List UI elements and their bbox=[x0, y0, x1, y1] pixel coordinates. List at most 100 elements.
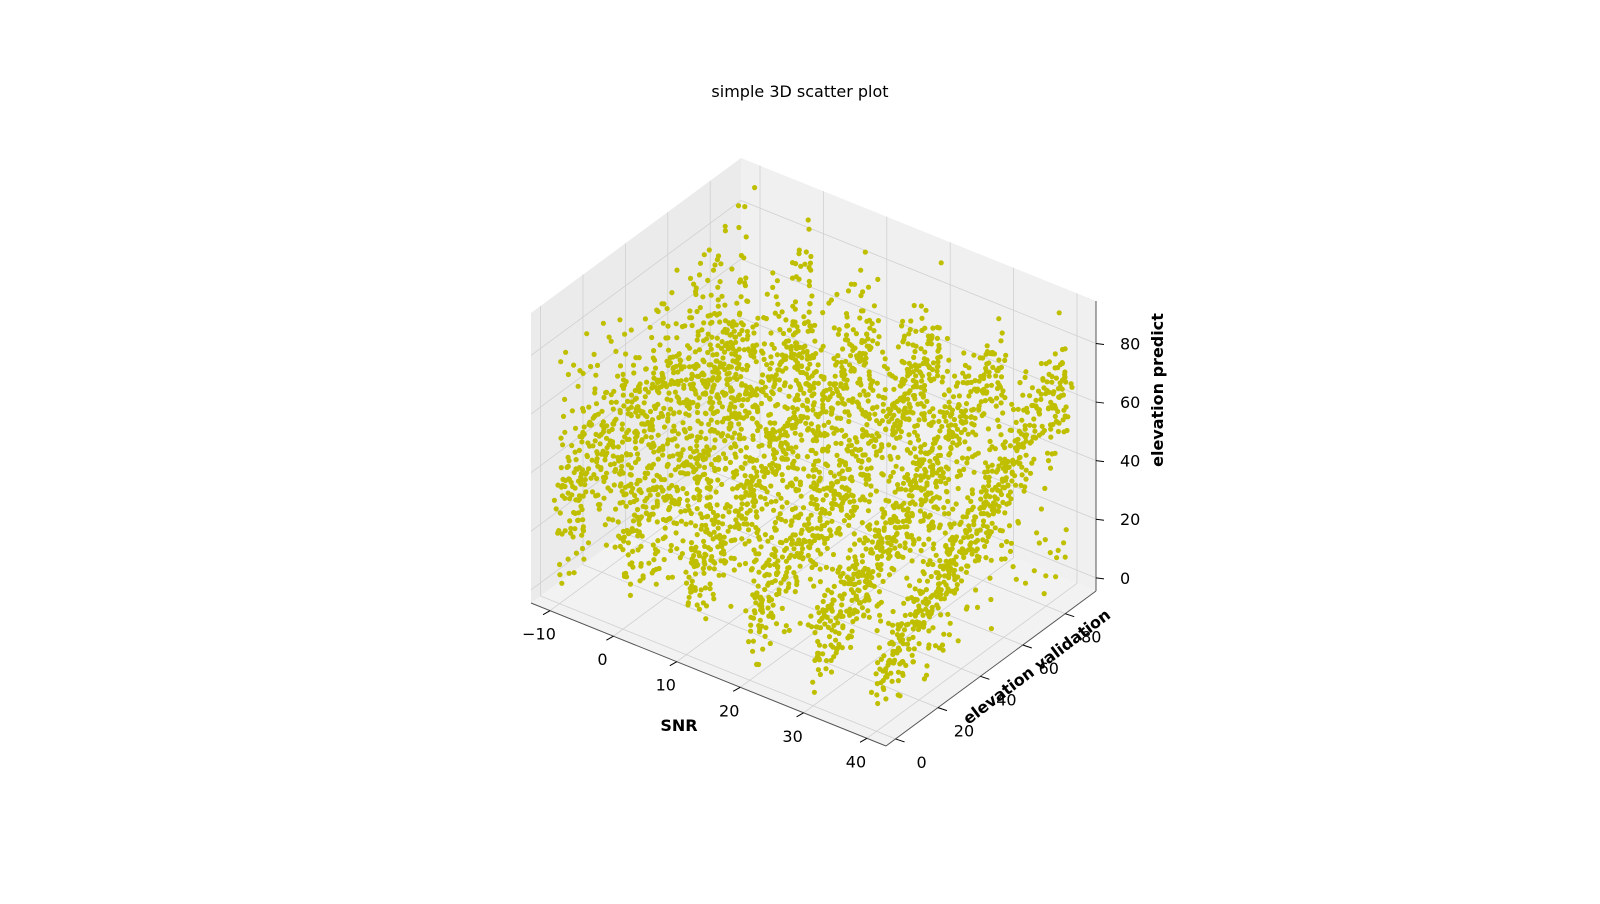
scatter-point bbox=[831, 622, 837, 629]
scatter-point bbox=[920, 599, 926, 605]
scatter-point bbox=[707, 494, 714, 500]
scatter-point bbox=[751, 354, 757, 360]
z-tick-mark bbox=[1095, 577, 1105, 580]
scatter-point bbox=[810, 402, 817, 408]
scatter-point bbox=[1007, 443, 1014, 449]
scatter-point bbox=[828, 469, 834, 476]
scatter-point bbox=[744, 521, 750, 527]
scatter-point bbox=[1069, 384, 1075, 390]
scatter-point bbox=[643, 434, 649, 440]
scatter-point bbox=[569, 408, 576, 414]
scatter-point bbox=[705, 331, 711, 337]
scatter-point bbox=[722, 223, 728, 229]
scatter-point bbox=[926, 628, 932, 634]
scatter-point bbox=[946, 399, 952, 405]
scatter-point bbox=[683, 377, 689, 383]
scatter-point bbox=[630, 564, 636, 570]
scatter-point bbox=[994, 496, 1000, 502]
scatter-point bbox=[753, 359, 759, 365]
scatter-point bbox=[648, 465, 655, 471]
scatter-point bbox=[980, 522, 987, 529]
scatter-point bbox=[742, 460, 748, 466]
scatter-point bbox=[625, 552, 631, 558]
scatter-point bbox=[936, 325, 942, 331]
scatter-point bbox=[1045, 458, 1052, 464]
scatter-point bbox=[660, 488, 666, 494]
scatter-point bbox=[1003, 352, 1009, 358]
scatter-point bbox=[1061, 540, 1067, 546]
scatter-point bbox=[621, 492, 627, 498]
scatter-point bbox=[651, 557, 657, 563]
scatter-point bbox=[846, 437, 852, 443]
scatter-point bbox=[793, 344, 799, 350]
scatter-point bbox=[613, 399, 619, 405]
scatter-point bbox=[790, 532, 796, 538]
scatter-point bbox=[829, 518, 835, 524]
scatter-point bbox=[1005, 464, 1011, 471]
scatter-point bbox=[905, 409, 912, 415]
scatter-point bbox=[617, 317, 623, 323]
scatter-point bbox=[824, 485, 830, 491]
scatter-point bbox=[946, 357, 952, 363]
scatter-point bbox=[880, 549, 886, 555]
scatter-point bbox=[652, 384, 658, 390]
scatter-point bbox=[1002, 395, 1008, 401]
scatter-point bbox=[806, 283, 813, 289]
scatter-point bbox=[901, 500, 907, 506]
scatter-point bbox=[892, 648, 898, 655]
scatter-point bbox=[594, 459, 600, 465]
scatter-point bbox=[887, 411, 893, 417]
scatter-point bbox=[941, 414, 947, 420]
scatter-point bbox=[1031, 423, 1037, 429]
scatter-point bbox=[1055, 428, 1061, 435]
scatter-point bbox=[688, 546, 695, 552]
scatter-point bbox=[701, 570, 707, 576]
scatter-point bbox=[719, 521, 726, 527]
scatter-point bbox=[1027, 470, 1034, 476]
scatter-point bbox=[831, 654, 837, 660]
scatter-point bbox=[738, 448, 744, 454]
scatter-point bbox=[869, 539, 876, 545]
scatter-point bbox=[1022, 374, 1028, 380]
scatter-point bbox=[860, 411, 866, 417]
scatter-point bbox=[876, 334, 882, 340]
scatter-point bbox=[941, 475, 947, 481]
scatter-point bbox=[631, 370, 637, 376]
scatter-point bbox=[976, 378, 982, 384]
scatter-point bbox=[880, 472, 886, 478]
scatter-point bbox=[918, 370, 924, 376]
scatter-point bbox=[1019, 417, 1025, 423]
scatter-point bbox=[667, 515, 673, 522]
scatter-point bbox=[703, 529, 709, 535]
scatter-point bbox=[667, 406, 674, 412]
scatter-point bbox=[937, 557, 943, 564]
scatter-point bbox=[997, 527, 1003, 534]
scatter-point bbox=[741, 255, 747, 261]
scatter-point bbox=[886, 572, 893, 578]
scatter-point bbox=[818, 551, 824, 557]
scatter-point bbox=[972, 558, 979, 564]
scatter-point bbox=[717, 279, 723, 285]
scatter-point bbox=[982, 398, 989, 404]
scatter-point bbox=[694, 337, 700, 343]
scatter-point bbox=[950, 440, 956, 446]
z-axis-title: elevation predict bbox=[1148, 313, 1167, 467]
scatter-point bbox=[603, 542, 610, 548]
scatter-point bbox=[1007, 548, 1014, 555]
scatter-point bbox=[904, 471, 911, 478]
scatter-point bbox=[897, 524, 903, 530]
scatter-point bbox=[718, 540, 724, 546]
scatter-point bbox=[1035, 388, 1042, 394]
scatter-point bbox=[964, 563, 970, 569]
scatter-point bbox=[680, 447, 686, 453]
scatter-point bbox=[1063, 414, 1069, 420]
scatter-point bbox=[908, 318, 914, 324]
scatter-point bbox=[879, 454, 885, 461]
scatter-point bbox=[864, 331, 870, 337]
scatter-point bbox=[920, 392, 926, 398]
scatter-point bbox=[777, 387, 783, 393]
scatter-point bbox=[637, 408, 643, 414]
scatter-point bbox=[900, 672, 906, 678]
scatter-point bbox=[812, 630, 818, 636]
scatter-point bbox=[850, 563, 856, 569]
